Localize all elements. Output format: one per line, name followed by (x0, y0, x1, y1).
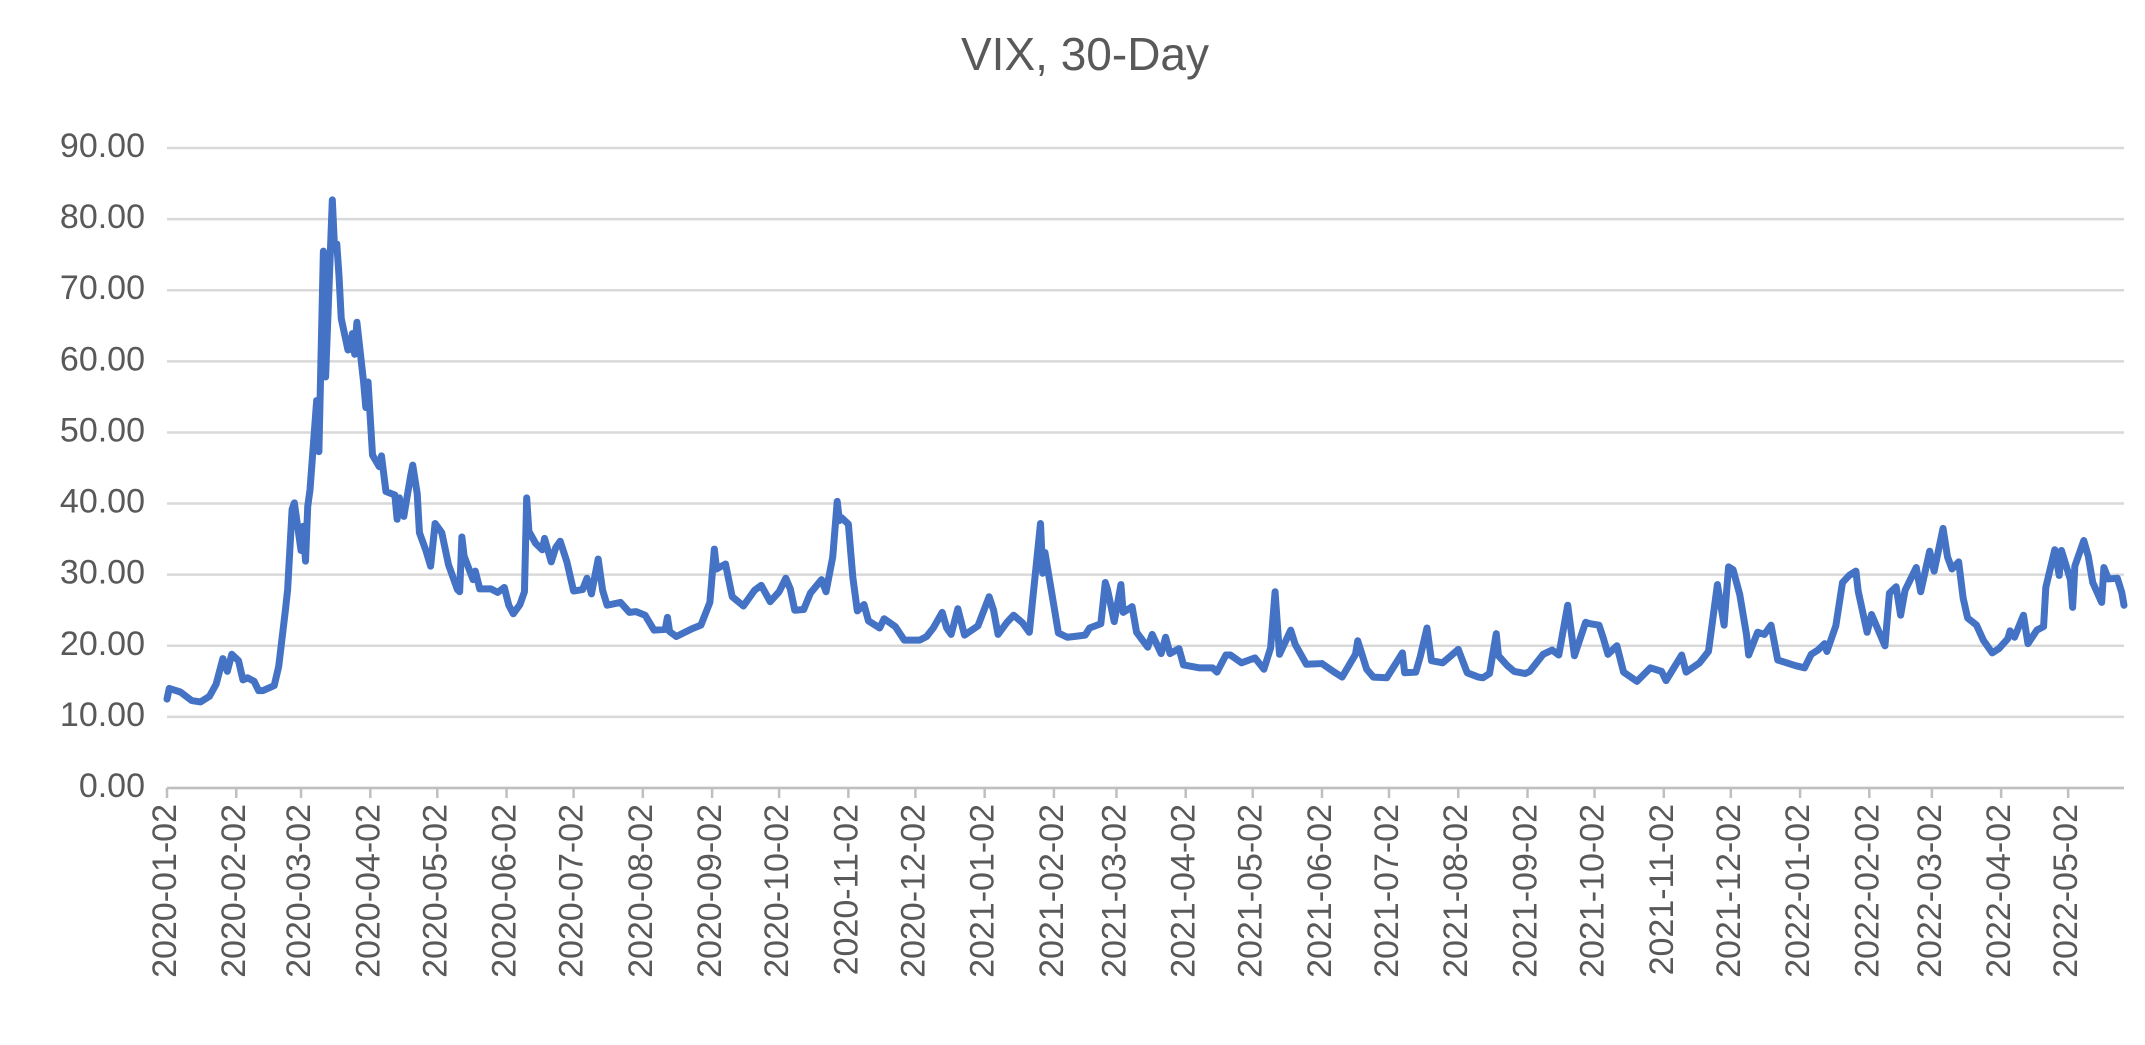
x-tick-label: 2021-05-02 (1232, 804, 1270, 978)
x-tick-label: 2021-07-02 (1368, 804, 1406, 978)
x-tick-label: 2020-11-02 (827, 804, 865, 975)
x-tick-label: 2021-06-02 (1301, 804, 1339, 978)
x-tick-label: 2021-01-02 (964, 804, 1002, 978)
x-tick-label: 2022-01-02 (1779, 804, 1817, 978)
y-tick-label: 40.00 (60, 483, 145, 521)
y-tick-label: 20.00 (60, 625, 145, 663)
data-line (163, 196, 2128, 706)
x-tick-label: 2020-10-02 (758, 804, 796, 978)
x-tick-label: 2021-12-02 (1710, 804, 1748, 978)
x-tick-label: 2022-04-02 (1980, 804, 2018, 978)
x-tick-label: 2020-08-02 (622, 804, 660, 978)
y-tick-label: 50.00 (60, 411, 145, 449)
x-tick-label: 2020-05-02 (416, 804, 454, 978)
x-tick-label: 2020-07-02 (553, 804, 591, 978)
x-tick-label: 2020-03-02 (280, 804, 318, 978)
x-tick-label: 2020-12-02 (894, 804, 932, 978)
x-tick-label: 2022-03-02 (1911, 804, 1949, 978)
y-tick-label: 10.00 (60, 696, 145, 734)
y-tick-label: 0.00 (79, 767, 145, 805)
y-tick-label: 90.00 (60, 127, 145, 165)
x-tick-label: 2022-05-02 (2047, 804, 2085, 978)
x-tick-label: 2020-04-02 (349, 804, 387, 978)
x-tick-label: 2020-06-02 (486, 804, 524, 978)
y-tick-label: 70.00 (60, 269, 145, 307)
x-tick-label: 2020-02-02 (215, 804, 253, 978)
y-tick-label: 60.00 (60, 340, 145, 378)
x-tick-label: 2020-09-02 (691, 804, 729, 978)
x-tick-label: 2021-02-02 (1033, 804, 1071, 978)
x-tick-label: 2021-11-02 (1643, 804, 1681, 975)
x-tick-label: 2021-04-02 (1165, 804, 1203, 978)
x-tick-label: 2020-01-02 (146, 804, 184, 978)
y-tick-label: 30.00 (60, 554, 145, 592)
x-tick-label: 2021-03-02 (1095, 804, 1133, 978)
x-tick-label: 2021-08-02 (1437, 804, 1475, 978)
x-tick-label: 2022-02-02 (1848, 804, 1886, 978)
y-tick-label: 80.00 (60, 198, 145, 236)
x-tick-label: 2021-10-02 (1574, 804, 1612, 978)
x-tick-label: 2021-09-02 (1507, 804, 1545, 978)
chart-title: VIX, 30-Day (961, 28, 1209, 80)
